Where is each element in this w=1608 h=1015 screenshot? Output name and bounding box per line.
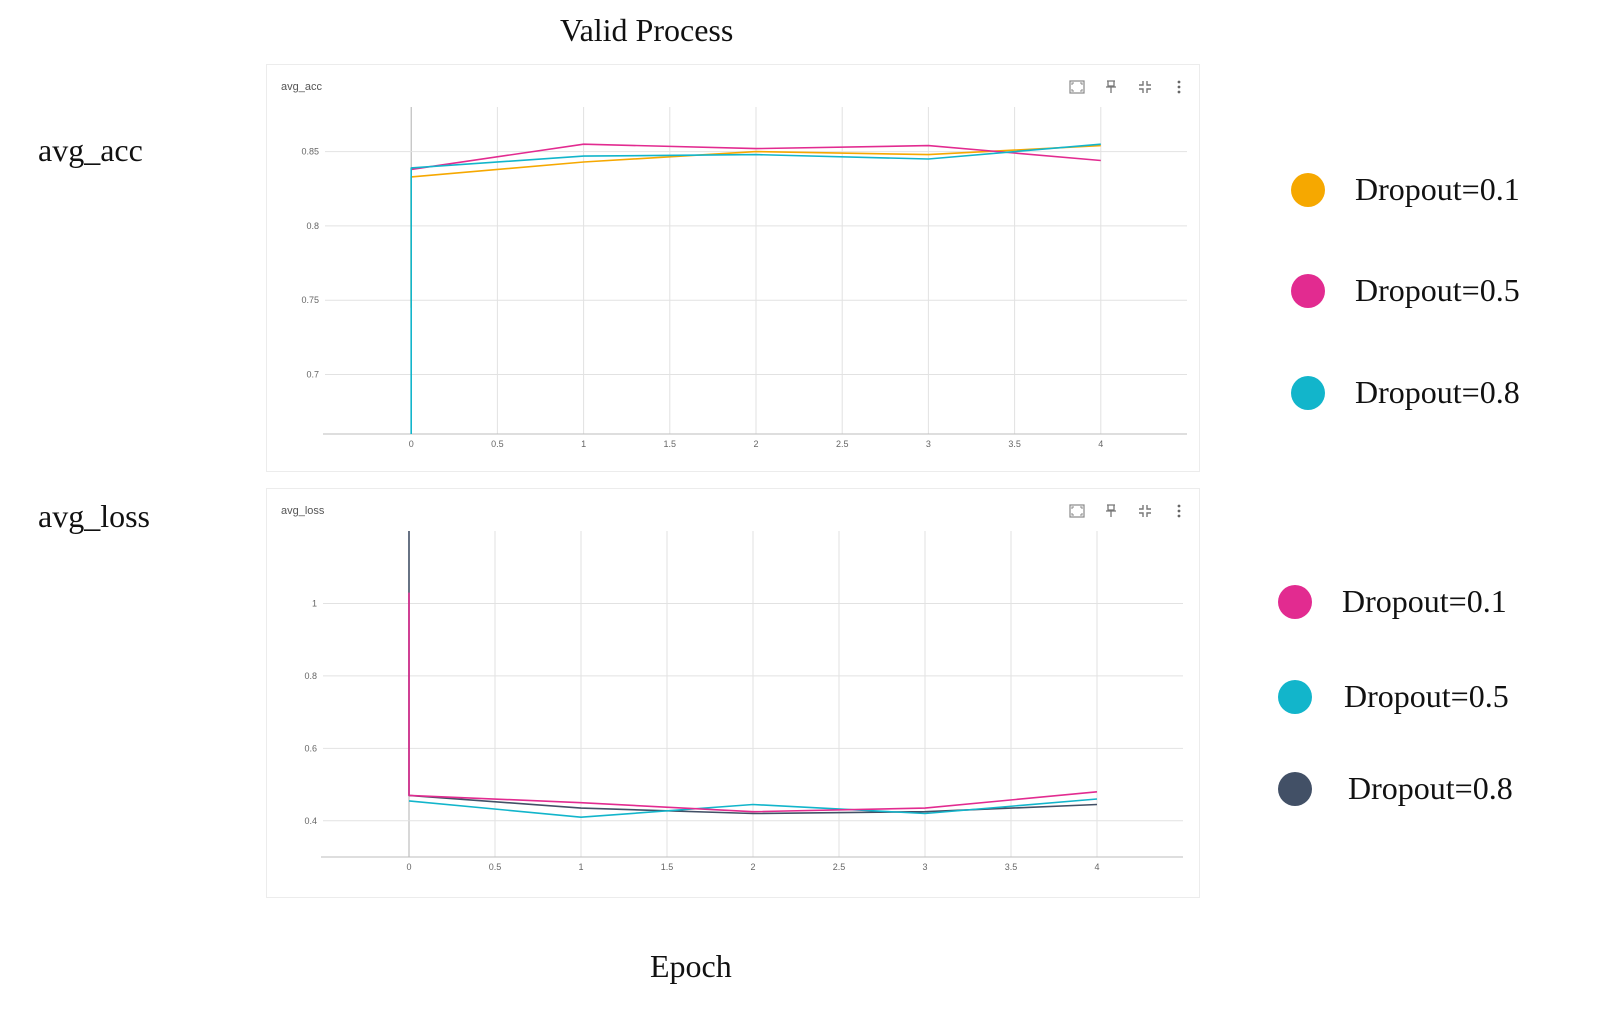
fit-domain-icon[interactable] bbox=[1135, 501, 1155, 521]
y-tick-label: 0.6 bbox=[304, 743, 317, 753]
x-tick-label: 3 bbox=[922, 862, 927, 872]
card-toolbar bbox=[1067, 77, 1189, 97]
legend-dot-icon bbox=[1291, 172, 1325, 207]
plot-avg-loss: 0 0.5 1 1.5 2 2.5 3 3.5 4 0.4 0.6 0.8 1 bbox=[304, 531, 1183, 872]
x-tick-label: 0 bbox=[406, 862, 411, 872]
x-tick-label: 2.5 bbox=[833, 862, 846, 872]
legend-item: Dropout=0.1 bbox=[1291, 171, 1520, 208]
y-tick-label: 0.8 bbox=[306, 221, 319, 231]
x-tick-label: 3.5 bbox=[1008, 439, 1021, 449]
y-tick-label: 1 bbox=[312, 598, 317, 608]
y-tick-label: 0.8 bbox=[304, 671, 317, 681]
pin-icon[interactable] bbox=[1101, 501, 1121, 521]
series-line-2 bbox=[410, 143, 1101, 434]
legend-dot-icon bbox=[1291, 375, 1325, 410]
legend-dot-icon bbox=[1278, 679, 1312, 714]
figure-title: Valid Process bbox=[560, 12, 734, 48]
x-tick-label: 4 bbox=[1098, 439, 1103, 449]
y-tick-label: 0.75 bbox=[301, 295, 319, 305]
y-tick-label: 0.7 bbox=[306, 370, 319, 380]
legend-item: Dropout=0.5 bbox=[1291, 272, 1520, 309]
fullscreen-icon[interactable] bbox=[1067, 501, 1087, 521]
legend-dot-icon bbox=[1291, 273, 1325, 308]
legend-label: Dropout=0.8 bbox=[1355, 374, 1520, 410]
fit-domain-icon[interactable] bbox=[1135, 77, 1155, 97]
row-label-avg-acc: avg_acc bbox=[38, 132, 143, 168]
x-tick-label: 0.5 bbox=[491, 439, 504, 449]
legend-label: Dropout=0.1 bbox=[1342, 583, 1507, 619]
chart-card-avg-acc: avg_acc 0 0.5 1 1.5 2 2.5 3 3.5 4 0.7 0.75 0.8 0.85 bbox=[266, 64, 1200, 472]
legend-item: Dropout=0.8 bbox=[1278, 770, 1513, 807]
y-tick-label: 0.85 bbox=[301, 147, 319, 157]
series-line-1 bbox=[411, 143, 1101, 171]
more-vert-icon[interactable] bbox=[1169, 77, 1189, 97]
legend-item: Dropout=0.1 bbox=[1278, 583, 1507, 620]
legend-item: Dropout=0.8 bbox=[1291, 374, 1520, 411]
x-tick-label: 2 bbox=[753, 439, 758, 449]
legend-dot-icon bbox=[1278, 771, 1312, 806]
legend-label: Dropout=0.5 bbox=[1355, 272, 1520, 308]
legend-label: Dropout=0.8 bbox=[1348, 770, 1513, 806]
fullscreen-icon[interactable] bbox=[1067, 77, 1087, 97]
more-vert-icon[interactable] bbox=[1169, 501, 1189, 521]
x-tick-label: 1.5 bbox=[664, 439, 677, 449]
x-tick-label: 2 bbox=[750, 862, 755, 872]
x-tick-label: 4 bbox=[1094, 862, 1099, 872]
x-tick-label: 0 bbox=[409, 439, 414, 449]
row-label-avg-loss: avg_loss bbox=[38, 498, 150, 534]
series-line-1 bbox=[408, 798, 1098, 819]
series-line-2 bbox=[408, 592, 1098, 813]
card-title-avg-loss: avg_loss bbox=[281, 505, 325, 517]
x-tick-label: 3.5 bbox=[1005, 862, 1018, 872]
plot-avg-acc: 0 0.5 1 1.5 2 2.5 3 3.5 4 0.7 0.75 0.8 0.85 bbox=[301, 107, 1187, 449]
x-tick-label: 1.5 bbox=[661, 862, 674, 872]
x-tick-label: 1 bbox=[578, 862, 583, 872]
x-axis-label: Epoch bbox=[650, 948, 732, 984]
pin-icon[interactable] bbox=[1101, 77, 1121, 97]
x-tick-label: 0.5 bbox=[489, 862, 502, 872]
x-tick-label: 3 bbox=[926, 439, 931, 449]
y-tick-label: 0.4 bbox=[304, 816, 317, 826]
card-title-avg-acc: avg_acc bbox=[281, 81, 322, 93]
legend-dot-icon bbox=[1278, 584, 1312, 619]
legend-label: Dropout=0.1 bbox=[1355, 171, 1520, 207]
legend-item: Dropout=0.5 bbox=[1278, 678, 1509, 715]
x-tick-label: 1 bbox=[581, 439, 586, 449]
chart-card-avg-loss: avg_loss 0 0.5 1 1.5 2 2.5 3 3.5 4 0.4 0.6 0.8 1 bbox=[266, 488, 1200, 898]
x-tick-label: 2.5 bbox=[836, 439, 849, 449]
card-toolbar bbox=[1067, 501, 1189, 521]
legend-label: Dropout=0.5 bbox=[1344, 678, 1509, 714]
